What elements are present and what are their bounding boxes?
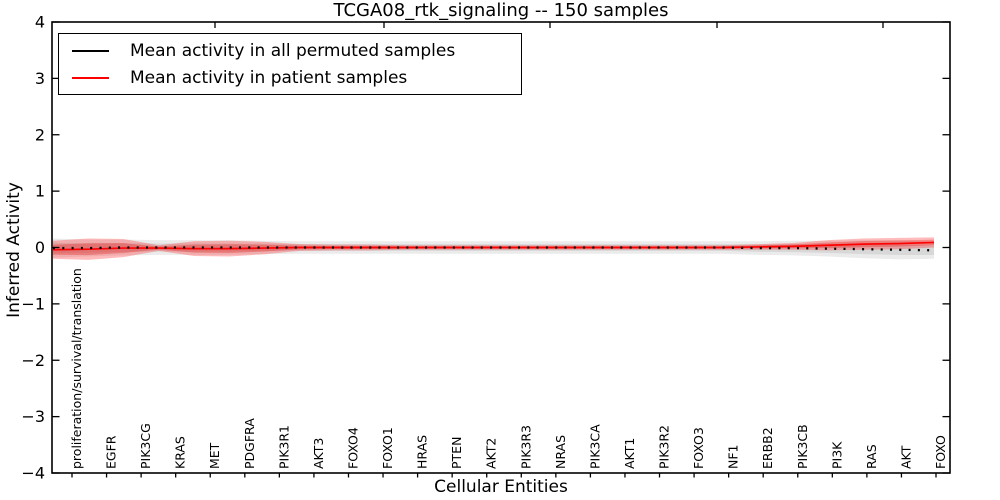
- x-tick-label: HRAS: [415, 435, 430, 469]
- y-axis-label: Inferred Activity: [4, 182, 24, 318]
- x-tick-label: FOXO1: [380, 427, 395, 469]
- y-tick-label: −4: [21, 464, 45, 483]
- patient-mean-line: [52, 241, 935, 251]
- x-tick-label: AKT: [898, 445, 913, 469]
- x-tick-label: PIK3CB: [795, 424, 810, 469]
- x-tick-label: PIK3CA: [587, 424, 602, 469]
- x-tick-label: MET: [207, 442, 222, 469]
- x-tick-label: proliferation/survival/translation: [69, 268, 84, 469]
- permuted-line-sample: [72, 49, 109, 52]
- x-axis-label: Cellular Entities: [434, 477, 568, 497]
- y-tick-label: 2: [35, 125, 45, 144]
- x-tick-label: ERBB2: [760, 427, 775, 469]
- x-tick-label: NF1: [726, 445, 741, 470]
- permuted-std-band: [53, 238, 934, 260]
- x-tick-label: PDGFRA: [242, 418, 257, 469]
- y-tick-label: 1: [35, 182, 45, 201]
- x-tick-label: AKT1: [622, 438, 637, 469]
- patient-line-sample: [72, 76, 109, 79]
- permuted-std-band-inner: [53, 242, 934, 256]
- legend-label-permuted: Mean activity in all permuted samples: [130, 40, 456, 61]
- x-tick-label: KRAS: [173, 436, 188, 469]
- x-tick-label: FOXO3: [691, 427, 706, 469]
- y-tick-label: 4: [35, 13, 45, 32]
- x-tick-label: AKT2: [484, 438, 499, 469]
- x-tick-label: RAS: [864, 444, 879, 469]
- x-tick-label: FOXO4: [345, 427, 360, 469]
- chart-title: TCGA08_rtk_signaling -- 150 samples: [333, 0, 669, 21]
- x-tick-label: PI3K: [829, 441, 844, 469]
- y-tick-label: −1: [21, 294, 45, 313]
- patient-std-band: [53, 237, 934, 260]
- y-tick-label: 0: [35, 238, 45, 257]
- legend-entry-permuted: Mean activity in all permuted samples: [59, 37, 521, 64]
- legend-label-patient: Mean activity in patient samples: [130, 67, 408, 88]
- x-tick-label: NRAS: [553, 435, 568, 469]
- x-tick-label: EGFR: [104, 435, 119, 469]
- legend: Mean activity in all permuted samples Me…: [58, 33, 522, 95]
- x-tick-label: PIK3R1: [276, 425, 291, 469]
- x-tick-label: PTEN: [449, 437, 464, 469]
- x-tick-label: PIK3CG: [138, 423, 153, 469]
- y-tick-label: 3: [35, 69, 45, 88]
- x-tick-label: PIK3R2: [657, 425, 672, 469]
- legend-entry-patient: Mean activity in patient samples: [59, 64, 521, 91]
- x-tick-label: AKT3: [311, 438, 326, 469]
- x-tick-label: FOXO: [933, 435, 948, 469]
- y-tick-label: −2: [21, 351, 45, 370]
- x-tick-label: PIK3R3: [518, 425, 533, 469]
- y-tick-label: −3: [21, 407, 45, 426]
